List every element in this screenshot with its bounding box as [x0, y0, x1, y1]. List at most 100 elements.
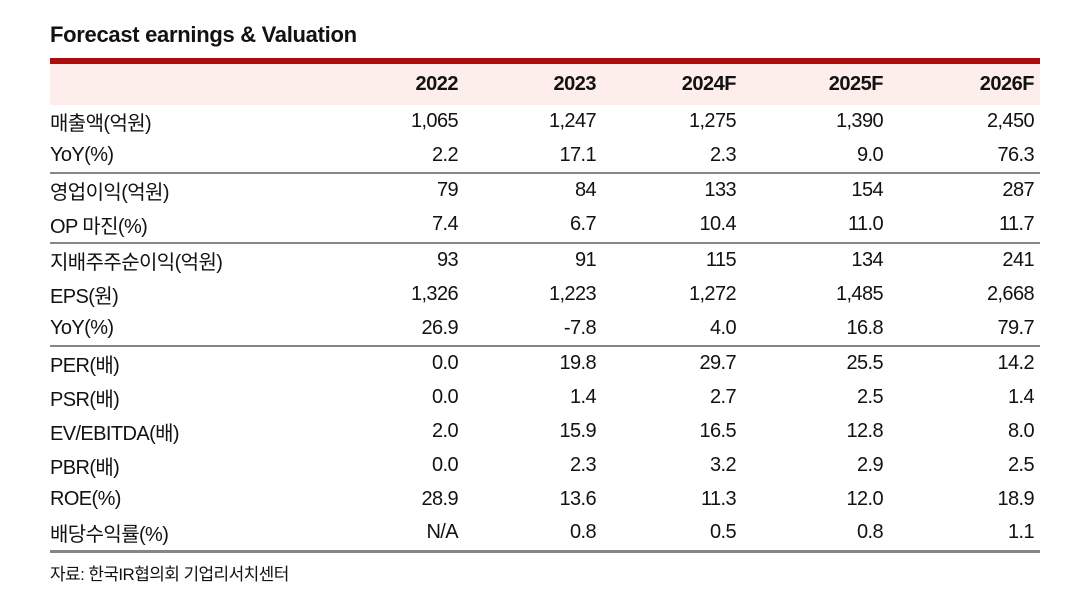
cell-value: 287 [889, 172, 1040, 209]
cell-value: 2.7 [709, 386, 737, 409]
cell-value: 0.0 [326, 345, 464, 382]
column-header-2022: 2022 [326, 64, 464, 106]
cell-value: 9.0 [856, 143, 884, 166]
cell-value: 7.4 [431, 213, 459, 236]
cell-value: 1.4 [569, 386, 597, 409]
table-row: EPS(원) 1,326 1,223 1,272 1,485 2,668 [50, 278, 1040, 312]
row-label-header [50, 64, 326, 106]
title-accent-rule [50, 58, 1040, 65]
table-row: ROE(%) 28.9 13.6 11.3 12.0 18.9 [50, 483, 1040, 516]
cell-value: 115 [602, 242, 742, 279]
cell-value: 134 [742, 242, 889, 279]
table-row: YoY(%) 26.9 -7.8 4.0 16.8 79.7 [50, 312, 1040, 346]
row-label: EPS(원) [50, 286, 119, 309]
cell-value: 19.8 [464, 345, 602, 382]
cell-value: 4.0 [709, 316, 737, 339]
row-label: 지배주주순이익(억원) [50, 242, 326, 279]
table-body: 매출액(억원) 1,065 1,247 1,275 1,390 2,450 YoY(%) 2.… [50, 105, 1040, 554]
cell-value: 0.8 [742, 516, 889, 554]
cell-value: 11.0 [847, 213, 884, 236]
page-title: Forecast earnings & Valuation [50, 22, 357, 47]
cell-value: 0.8 [464, 516, 602, 554]
row-label: YoY(%) [50, 316, 114, 339]
cell-value: 11.3 [700, 487, 737, 510]
table-row: OP 마진(%) 7.4 6.7 10.4 11.0 11.7 [50, 208, 1040, 243]
cell-value: 1,390 [835, 110, 884, 133]
cell-value: 1,223 [548, 283, 597, 306]
cell-value: 26.9 [421, 316, 458, 339]
cell-value: 15.9 [559, 420, 596, 443]
cell-value: 16.8 [846, 316, 883, 339]
cell-value: 29.7 [602, 345, 742, 382]
table-row: PER(배) 0.0 19.8 29.7 25.5 14.2 [50, 345, 1040, 382]
cell-value: 84 [464, 172, 602, 209]
column-header-2024f: 2024F [602, 64, 742, 106]
cell-value: 3.2 [709, 454, 737, 477]
row-label: EV/EBITDA(배) [50, 423, 180, 446]
table-header: 2022 2023 2024F 2025F 2026F [50, 64, 1040, 106]
cell-value: 25.5 [742, 345, 889, 382]
table-row: 배당수익률(%) N/A 0.8 0.5 0.8 1.1 [50, 516, 1040, 554]
cell-value: 1,272 [688, 283, 737, 306]
cell-value: 1,247 [548, 110, 597, 133]
column-header-2026f: 2026F [889, 64, 1040, 106]
cell-value: 12.8 [846, 420, 883, 443]
column-header-2025f: 2025F [742, 64, 889, 106]
cell-value: 2.5 [1007, 454, 1035, 477]
cell-value: 28.9 [421, 487, 458, 510]
cell-value: 0.0 [431, 454, 459, 477]
table-row: PSR(배) 0.0 1.4 2.7 2.5 1.4 [50, 381, 1040, 415]
cell-value: 2.5 [856, 386, 884, 409]
cell-value: 154 [742, 172, 889, 209]
cell-value: 0.5 [602, 516, 742, 554]
source-note: 자료: 한국IR협의회 기업리서치센터 [50, 565, 289, 585]
cell-value: 1,485 [835, 283, 884, 306]
row-label: OP 마진(%) [50, 216, 148, 239]
cell-value: 79.7 [997, 316, 1034, 339]
cell-value: 13.6 [559, 487, 596, 510]
cell-value: 18.9 [997, 487, 1034, 510]
cell-value: 2.9 [856, 454, 884, 477]
cell-value: 2.0 [431, 420, 459, 443]
cell-value: 1.4 [1007, 386, 1035, 409]
cell-value: 1,326 [410, 283, 459, 306]
table-row: PBR(배) 0.0 2.3 3.2 2.9 2.5 [50, 449, 1040, 483]
cell-value: N/A [326, 516, 464, 554]
cell-value: 133 [602, 172, 742, 209]
cell-value: 2.3 [709, 143, 737, 166]
cell-value: 93 [326, 242, 464, 279]
cell-value: 76.3 [997, 143, 1034, 166]
forecast-table: 2022 2023 2024F 2025F 2026F 매출액(억원) 1,065 1,24… [50, 64, 1040, 554]
cell-value: 0.0 [431, 386, 459, 409]
cell-value: 6.7 [569, 213, 597, 236]
row-label: PBR(배) [50, 457, 120, 480]
cell-value: 1,065 [410, 110, 459, 133]
cell-value: 79 [326, 172, 464, 209]
table-row: EV/EBITDA(배) 2.0 15.9 16.5 12.8 8.0 [50, 415, 1040, 449]
table-row: 지배주주순이익(억원) 93 91 115 134 241 [50, 242, 1040, 279]
cell-value: 1,275 [688, 110, 737, 133]
row-label: PSR(배) [50, 389, 120, 412]
cell-value: 17.1 [559, 143, 596, 166]
row-label: ROE(%) [50, 487, 121, 510]
cell-value: -7.8 [563, 316, 597, 339]
cell-value: 16.5 [699, 420, 736, 443]
cell-value: 91 [464, 242, 602, 279]
column-header-2023: 2023 [464, 64, 602, 106]
cell-value: 2,668 [986, 283, 1035, 306]
table-header-row: 2022 2023 2024F 2025F 2026F [50, 64, 1040, 106]
cell-value: 2.3 [569, 454, 597, 477]
cell-value: 10.4 [699, 213, 736, 236]
row-label: 영업이익(억원) [50, 172, 326, 209]
cell-value: 12.0 [846, 487, 883, 510]
table-row: 매출액(억원) 1,065 1,247 1,275 1,390 2,450 [50, 105, 1040, 139]
cell-value: 1.1 [889, 516, 1040, 554]
cell-value: 241 [889, 242, 1040, 279]
cell-value: 11.7 [998, 213, 1035, 236]
table-row: YoY(%) 2.2 17.1 2.3 9.0 76.3 [50, 139, 1040, 173]
cell-value: 2,450 [986, 110, 1035, 133]
cell-value: 8.0 [1007, 420, 1035, 443]
row-label: YoY(%) [50, 143, 114, 166]
table-row: 영업이익(억원) 79 84 133 154 287 [50, 172, 1040, 209]
